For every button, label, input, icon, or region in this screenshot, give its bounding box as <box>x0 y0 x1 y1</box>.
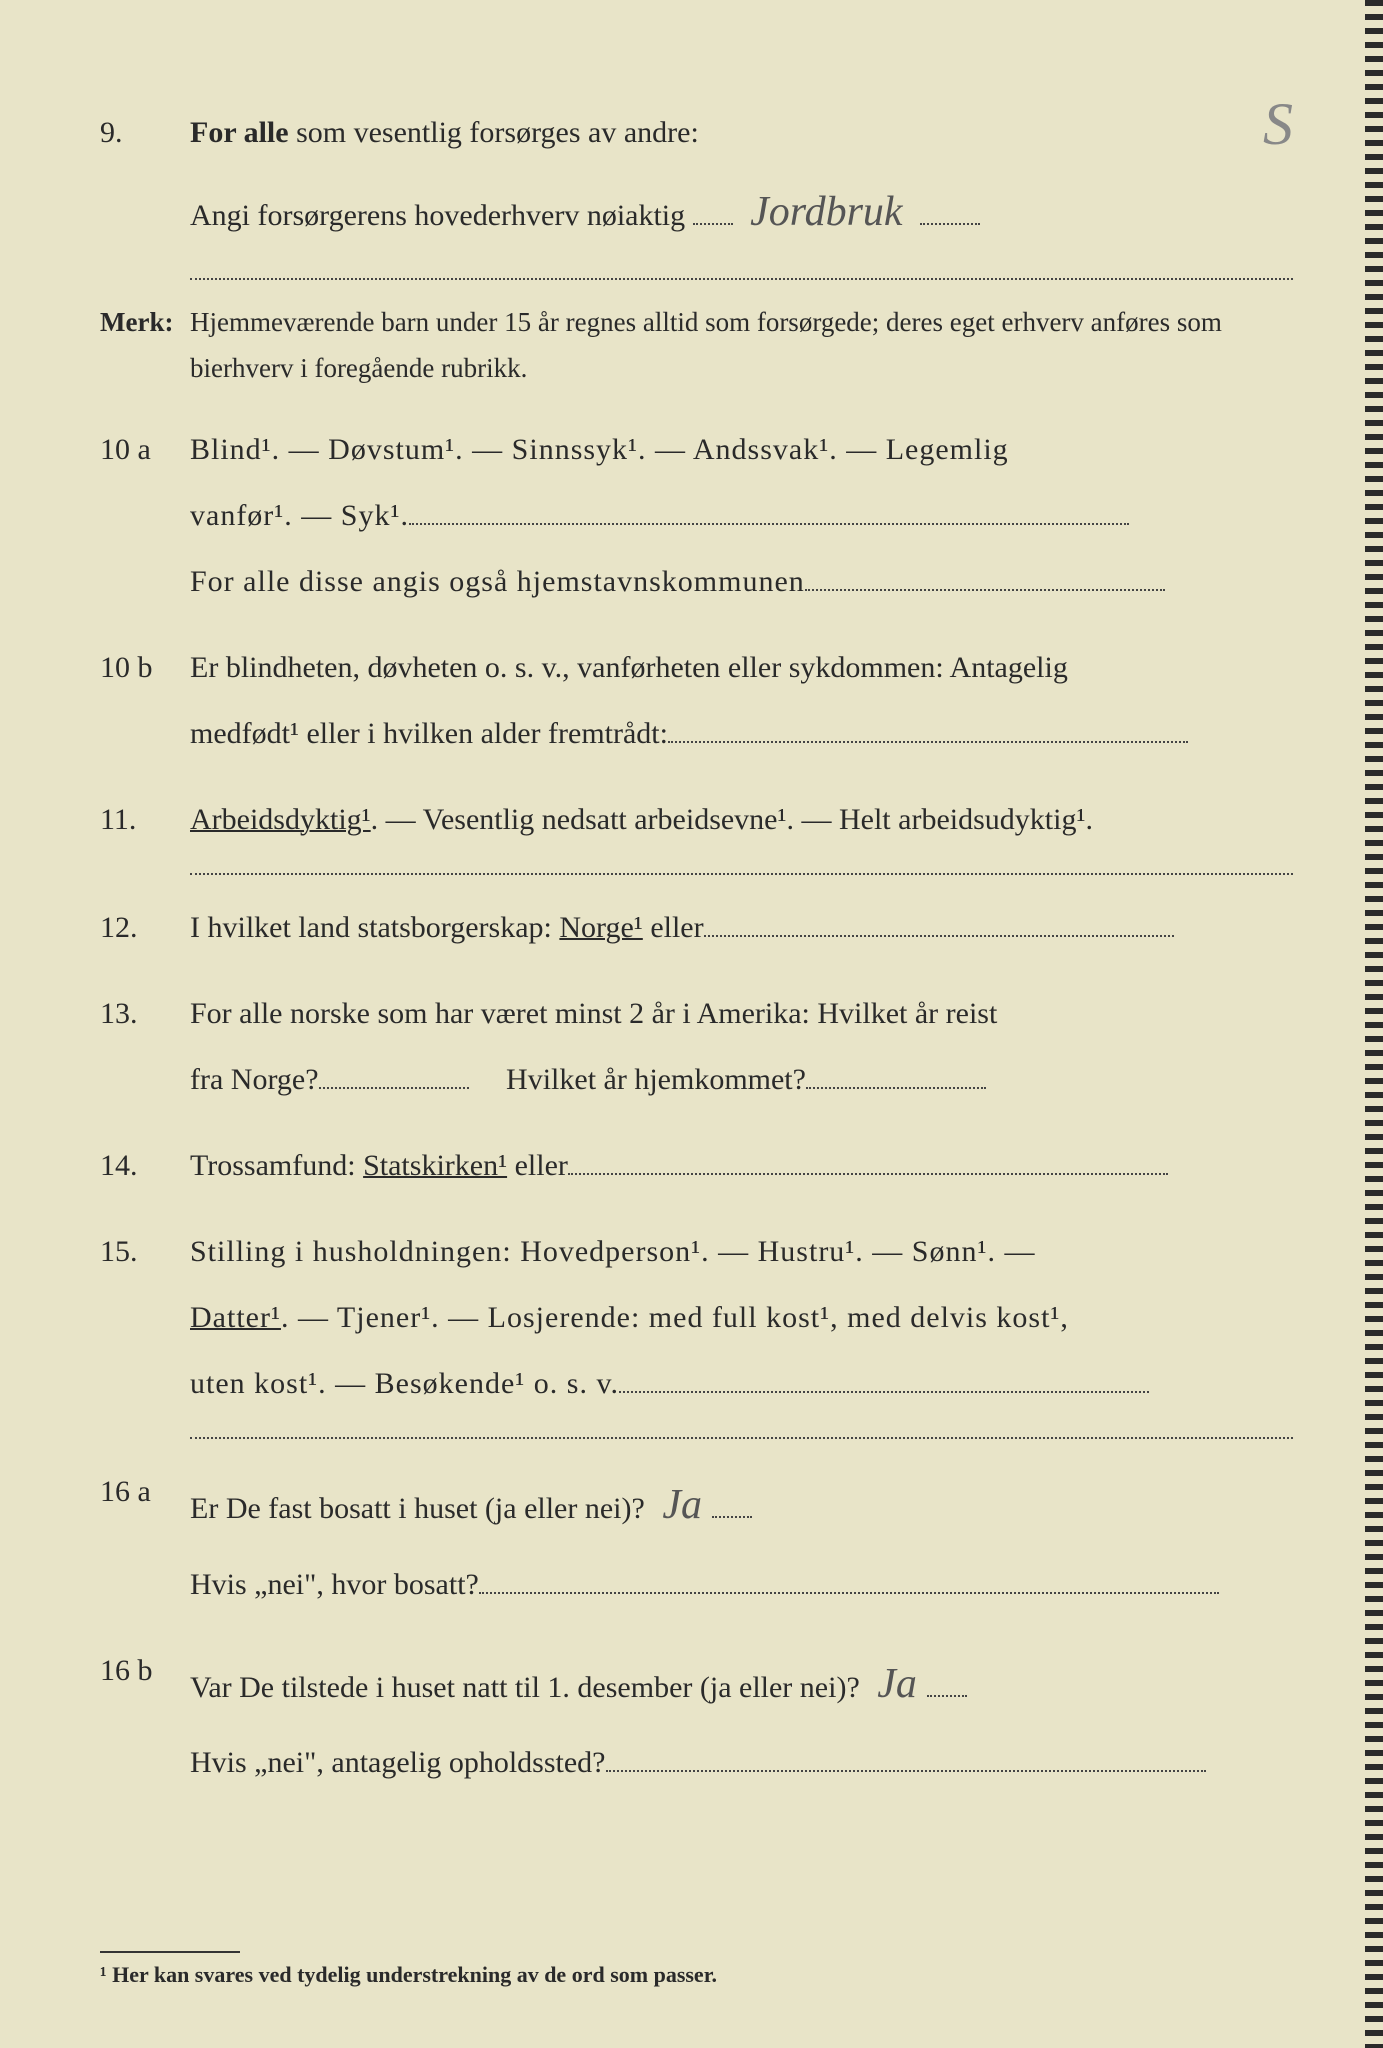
q11-rest: . — Vesentlig nedsatt arbeidsevne¹. — He… <box>371 803 1093 836</box>
question-10a: 10 a Blind¹. — Døvstum¹. — Sinnssyk¹. — … <box>100 417 1293 615</box>
q10a-line2: vanfør¹. — Syk¹. <box>190 499 409 532</box>
question-11: 11. Arbeidsdyktig¹. — Vesentlig nedsatt … <box>100 787 1293 853</box>
q9-answer: Jordbruk <box>740 189 912 235</box>
question-10b: 10 b Er blindheten, døvheten o. s. v., v… <box>100 635 1293 767</box>
q16b-line2: Hvis „nei", antagelig opholdssted? <box>190 1746 606 1779</box>
footnote: ¹ Her kan svares ved tydelig understrekn… <box>100 1962 717 1988</box>
q16b-answer: Ja <box>867 1661 927 1707</box>
q9-content: For alle som vesentlig forsørges av andr… <box>190 100 1293 258</box>
question-16b: 16 b Var De tilstede i huset natt til 1.… <box>100 1638 1293 1796</box>
question-16a: 16 a Er De fast bosatt i huset (ja eller… <box>100 1459 1293 1617</box>
q10b-line2: medfødt¹ eller i hvilken alder fremtrådt… <box>190 717 668 750</box>
q16a-line1: Er De fast bosatt i huset (ja eller nei)… <box>190 1492 645 1525</box>
q16a-answer: Ja <box>652 1482 712 1528</box>
merk-text: Hjemmeværende barn under 15 år regnes al… <box>190 300 1293 392</box>
q11-content: Arbeidsdyktig¹. — Vesentlig nedsatt arbe… <box>190 787 1293 853</box>
q14-opt: Statskirken¹ <box>363 1149 507 1182</box>
q10a-number: 10 a <box>100 417 190 615</box>
question-15: 15. Stilling i husholdningen: Hovedperso… <box>100 1219 1293 1417</box>
form-page: 9. For alle som vesentlig forsørges av a… <box>100 100 1293 1796</box>
q14-text2: eller <box>515 1149 568 1182</box>
q10a-line3: For alle disse angis også hjemstavnskomm… <box>190 565 805 598</box>
question-14: 14. Trossamfund: Statskirken¹ eller <box>100 1133 1293 1199</box>
q11-opt: Arbeidsdyktig¹ <box>190 803 371 836</box>
q9-rest: som vesentlig forsørges av andre: <box>289 116 699 149</box>
q13-line1: For alle norske som har været minst 2 år… <box>190 981 1293 1047</box>
q13-number: 13. <box>100 981 190 1113</box>
q10b-content: Er blindheten, døvheten o. s. v., vanfør… <box>190 635 1293 767</box>
blank-line-3 <box>190 1437 1293 1439</box>
corner-mark: S <box>1263 90 1293 159</box>
q13-line2b: Hvilket år hjemkommet? <box>506 1063 806 1096</box>
q16b-line1: Var De tilstede i huset natt til 1. dese… <box>190 1671 860 1704</box>
q16a-content: Er De fast bosatt i huset (ja eller nei)… <box>190 1459 1293 1617</box>
q16b-content: Var De tilstede i huset natt til 1. dese… <box>190 1638 1293 1796</box>
q14-number: 14. <box>100 1133 190 1199</box>
q14-text1: Trossamfund: <box>190 1149 363 1182</box>
blank-line <box>190 278 1293 280</box>
q12-text1: I hvilket land statsborgerskap: <box>190 911 559 944</box>
merk-label: Merk: <box>100 300 190 392</box>
q9-line2: Angi forsørgerens hovederhverv nøiaktig <box>190 199 685 232</box>
q15-line2: . — Tjener¹. — Losjerende: med full kost… <box>281 1301 1069 1334</box>
footnote-rule <box>100 1951 240 1953</box>
q9-number: 9. <box>100 100 190 258</box>
q15-line3: uten kost¹. — Besøkende¹ o. s. v. <box>190 1367 619 1400</box>
blank-line-2 <box>190 873 1293 875</box>
q11-number: 11. <box>100 787 190 853</box>
merk-note: Merk: Hjemmeværende barn under 15 år reg… <box>100 300 1293 392</box>
q12-opt: Norge¹ <box>559 911 642 944</box>
q16b-number: 16 b <box>100 1638 190 1796</box>
q14-content: Trossamfund: Statskirken¹ eller <box>190 1133 1293 1199</box>
q13-line2a: fra Norge? <box>190 1063 319 1096</box>
q12-text2: eller <box>650 911 703 944</box>
q16a-number: 16 a <box>100 1459 190 1617</box>
question-12: 12. I hvilket land statsborgerskap: Norg… <box>100 895 1293 961</box>
q10a-line1: Blind¹. — Døvstum¹. — Sinnssyk¹. — Andss… <box>190 417 1293 483</box>
q15-number: 15. <box>100 1219 190 1417</box>
question-13: 13. For alle norske som har været minst … <box>100 981 1293 1113</box>
q13-content: For alle norske som har været minst 2 år… <box>190 981 1293 1113</box>
q15-opt: Datter¹ <box>190 1301 281 1334</box>
q10a-content: Blind¹. — Døvstum¹. — Sinnssyk¹. — Andss… <box>190 417 1293 615</box>
q10b-number: 10 b <box>100 635 190 767</box>
q12-content: I hvilket land statsborgerskap: Norge¹ e… <box>190 895 1293 961</box>
perforated-edge <box>1365 0 1383 2048</box>
q9-bold: For alle <box>190 116 289 149</box>
q15-content: Stilling i husholdningen: Hovedperson¹. … <box>190 1219 1293 1417</box>
question-9: 9. For alle som vesentlig forsørges av a… <box>100 100 1293 258</box>
q16a-line2: Hvis „nei", hvor bosatt? <box>190 1568 479 1601</box>
q12-number: 12. <box>100 895 190 961</box>
q10b-line1: Er blindheten, døvheten o. s. v., vanfør… <box>190 635 1293 701</box>
q15-line1: Stilling i husholdningen: Hovedperson¹. … <box>190 1219 1293 1285</box>
